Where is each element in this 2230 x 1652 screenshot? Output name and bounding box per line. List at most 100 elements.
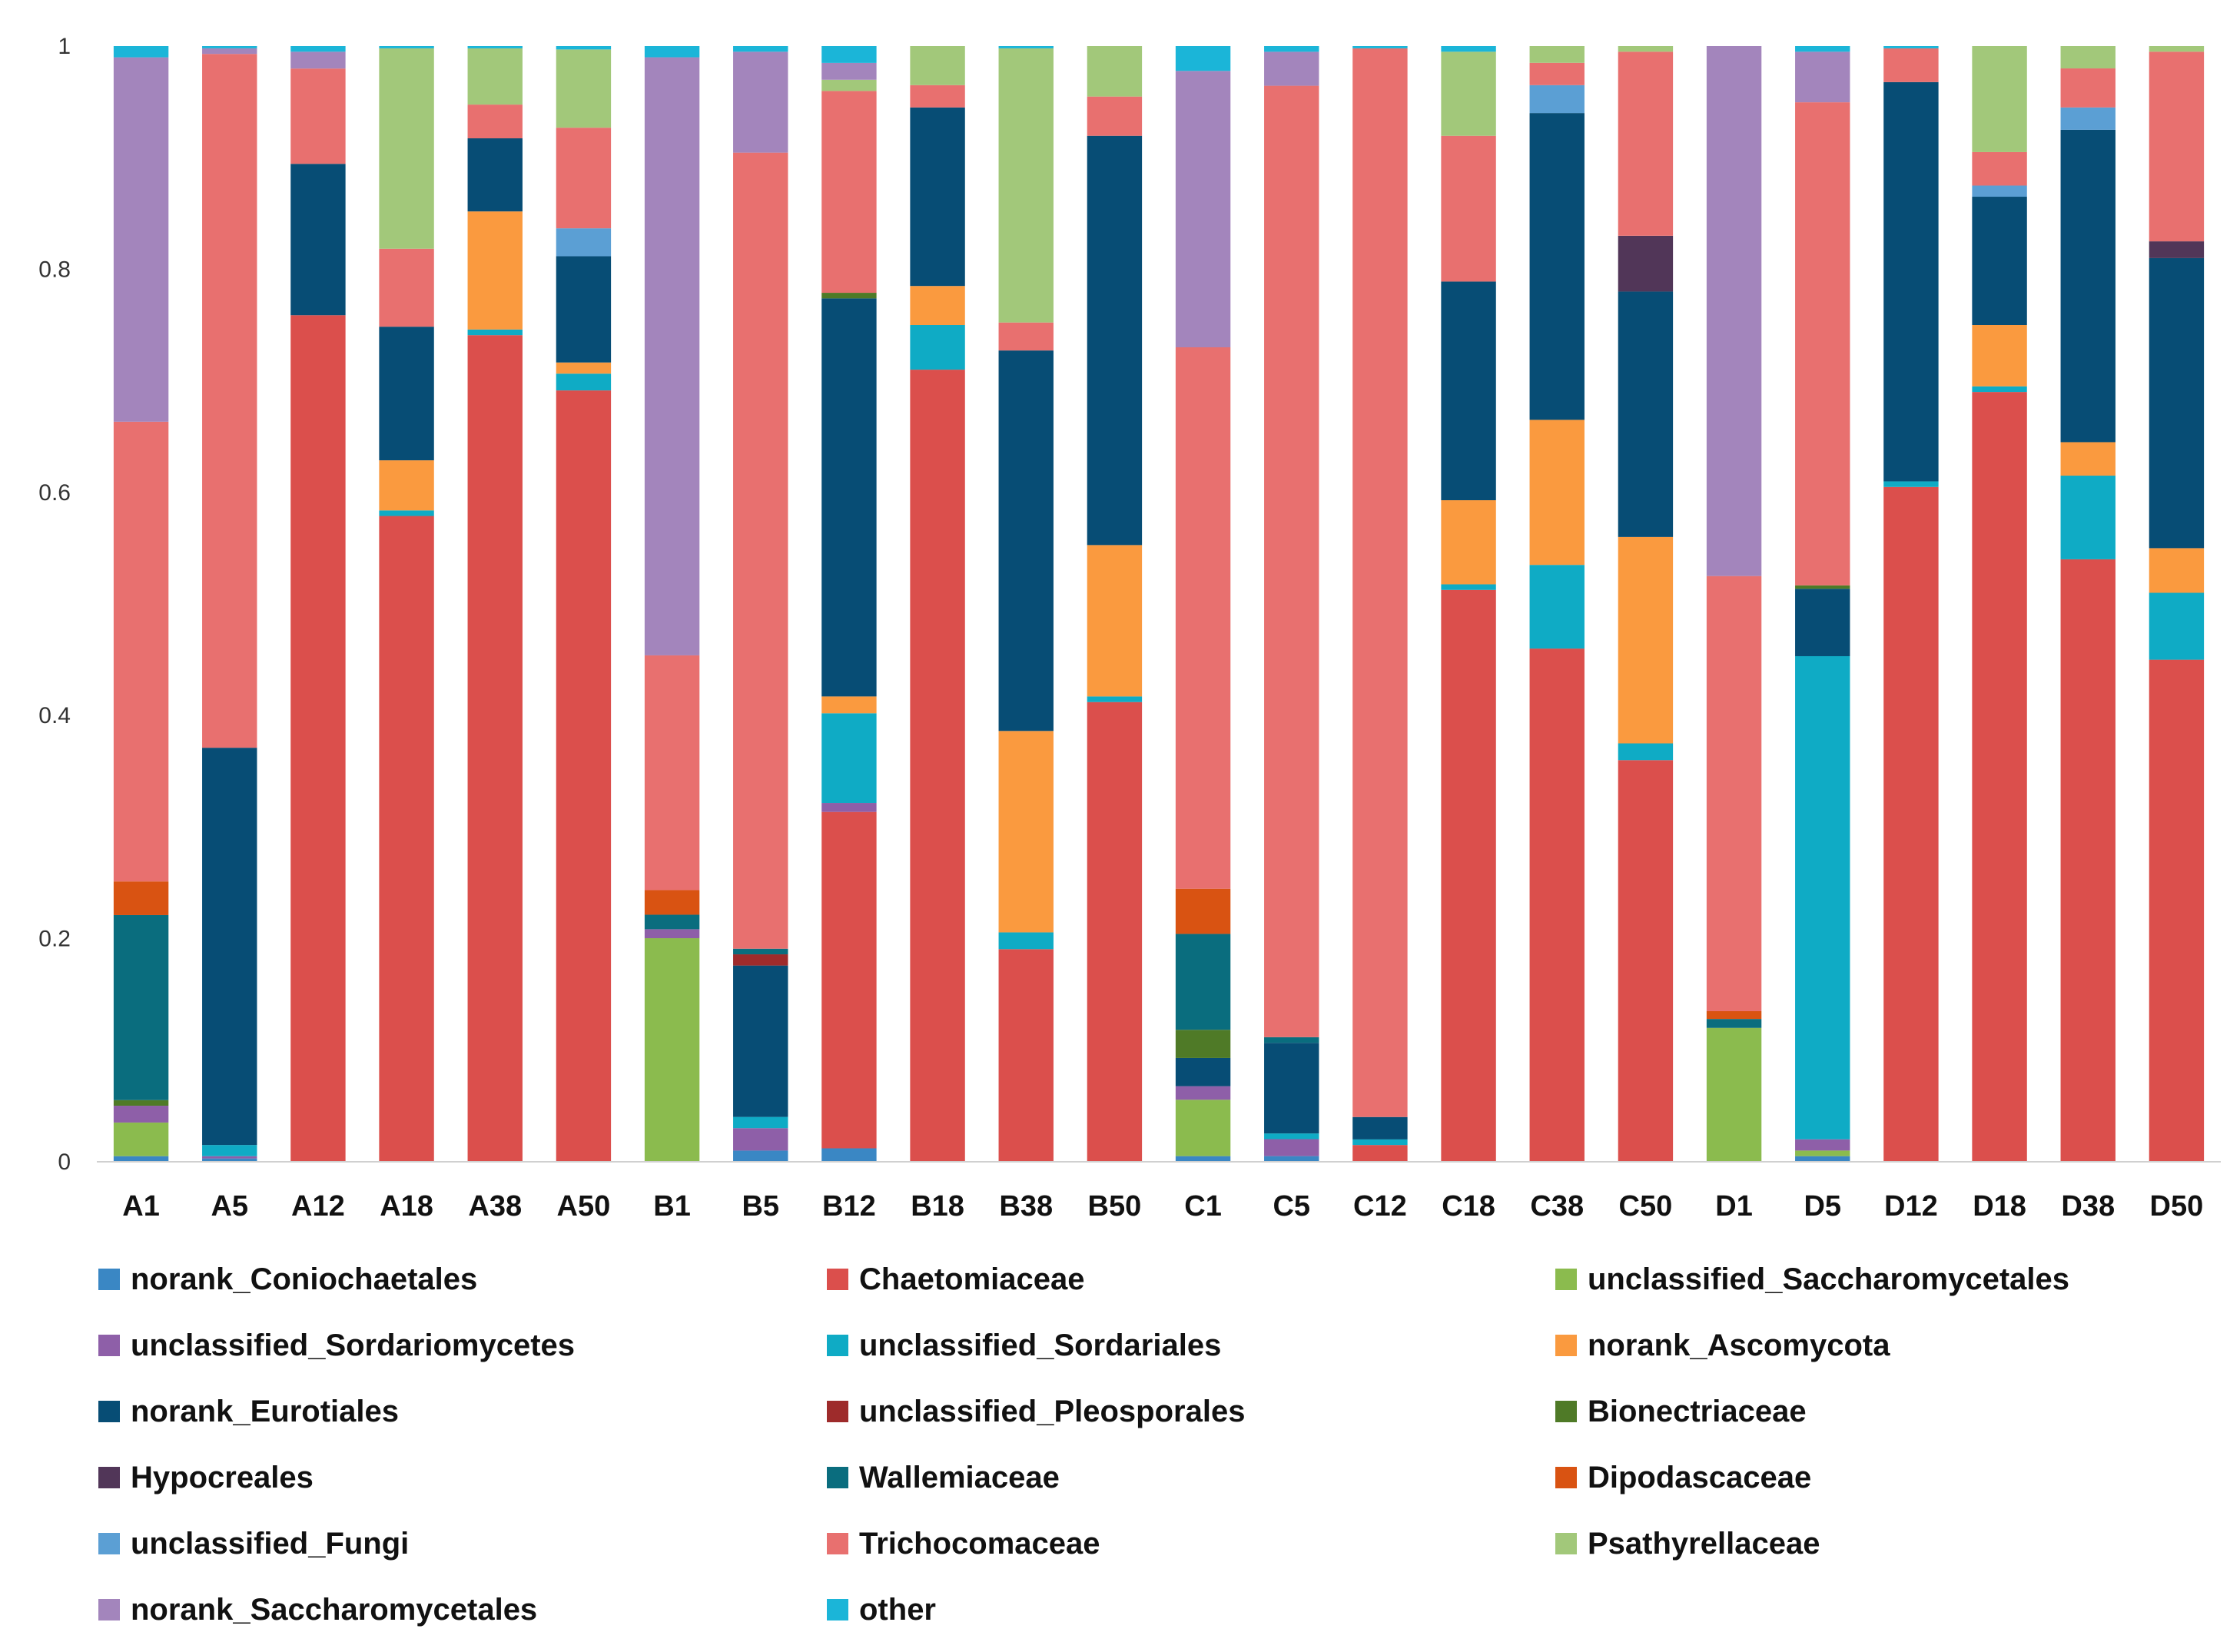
bar-segment-B1-other [644,46,700,58]
bar-segment-A1-Bionectriaceae [113,1100,169,1106]
bar-D5 [1795,46,1850,1162]
bar-segment-B18-norank_Eurotiales [910,107,965,287]
bar-segment-A5-unclassified_Sordariales [202,1145,257,1156]
bar-segment-D50-unclassified_Sordariales [2149,592,2205,660]
bar-segment-D18-unclassified_Fungi [1972,185,2027,197]
legend-item: unclassified_Saccharomycetales [1555,1246,2204,1312]
bar-segment-B1-unclassified_Sordariomycetes [644,929,700,939]
bar-segment-B5-Wallemiaceae [733,948,788,955]
x-tick-label: C18 [1442,1190,1495,1222]
bar-segment-B38-other [998,46,1054,48]
bar-segment-D5-norank_Eurotiales [1795,589,1850,656]
x-tick-label: D38 [2061,1190,2115,1222]
bar-segment-B5-Trichocomaceae [733,152,788,949]
legend-item: norank_Coniochaetales [98,1246,827,1312]
x-tick-label: A18 [380,1190,433,1222]
bar-segment-D50-norank_Eurotiales [2149,257,2205,549]
bar-segment-B12-Psathyrellaceae [821,79,877,91]
bars-layer [113,46,2205,1163]
x-tick-label: D1 [1715,1190,1753,1222]
bar-segment-C5-other [1264,46,1319,52]
bar-segment-C1-Trichocomaceae [1175,347,1231,889]
legend: norank_Coniochaetales Chaetomiaceae unclas… [98,1246,2204,1643]
bar-segment-D1-Wallemiaceae [1706,1019,1762,1028]
bar-segment-C38-unclassified_Fungi [1529,85,1585,114]
bar-segment-D5-Trichocomaceae [1795,102,1850,585]
bar-segment-B5-other [733,46,788,52]
bar-segment-C18-norank_Ascomycota [1441,500,1496,585]
bar-segment-A18-Chaetomiaceae [379,516,434,1162]
legend-label: norank_Eurotiales [131,1394,400,1428]
bar-segment-D5-unclassified_Sordariomycetes [1795,1139,1850,1151]
bar-segment-D18-Chaetomiaceae [1972,392,2027,1162]
legend-item: unclassified_Pleosporales [827,1378,1555,1445]
legend-label: unclassified_Fungi [131,1526,410,1561]
bar-segment-D12-Trichocomaceae [1883,48,1939,82]
bar-A38 [467,46,523,1162]
bar-segment-C1-unclassified_Saccharomycetales [1175,1100,1231,1156]
legend-swatch [1555,1269,1577,1290]
bar-segment-A50-norank_Ascomycota [556,362,612,374]
legend-label: unclassified_Saccharomycetales [1588,1262,2070,1296]
bar-segment-A18-norank_Eurotiales [379,327,434,461]
bar-B1 [644,46,700,1162]
x-tick-label: B1 [653,1190,691,1222]
bar-segment-A38-Trichocomaceae [467,104,523,139]
legend-swatch [98,1335,120,1356]
bar-segment-A1-unclassified_Sordariomycetes [113,1106,169,1123]
bar-segment-C50-unclassified_Sordariales [1618,743,1674,761]
x-tick-label: A5 [211,1190,248,1222]
bar-segment-D38-Chaetomiaceae [2060,559,2116,1162]
legend-item: norank_Eurotiales [98,1378,827,1445]
bar-segment-A38-norank_Eurotiales [467,138,523,212]
bar-segment-D18-norank_Ascomycota [1972,325,2027,386]
bar-A18 [379,46,434,1162]
legend-label: Dipodascaceae [1588,1460,1812,1494]
legend-item: unclassified_Sordariomycetes [98,1312,827,1378]
legend-item: other [827,1577,1555,1643]
x-tick-label: A12 [291,1190,345,1222]
bar-C38 [1529,46,1585,1162]
legend-label: unclassified_Pleosporales [859,1394,1246,1428]
legend-label: norank_Coniochaetales [131,1262,478,1296]
bar-D1 [1706,46,1762,1162]
bar-segment-B12-other [821,46,877,63]
bar-segment-B12-unclassified_Sordariales [821,713,877,804]
bar-segment-B18-Chaetomiaceae [910,370,965,1163]
bar-segment-C38-norank_Ascomycota [1529,420,1585,566]
bar-segment-C5-unclassified_Sordariomycetes [1264,1139,1319,1156]
bar-C5 [1264,46,1319,1162]
bar-segment-C1-norank_Saccharomycetales [1175,71,1231,348]
bar-segment-A18-unclassified_Sordariales [379,510,434,516]
legend-swatch [1555,1533,1577,1554]
bar-segment-B12-Chaetomiaceae [821,811,877,1149]
legend-item: Psathyrellaceae [1555,1511,2204,1577]
bar-segment-A1-Dipodascaceae [113,881,169,915]
bar-segment-B38-Chaetomiaceae [998,949,1054,1162]
bar-segment-C18-norank_Eurotiales [1441,281,1496,501]
legend-swatch [827,1269,848,1290]
bar-segment-A18-Trichocomaceae [379,248,434,327]
legend-item: Bionectriaceae [1555,1378,2204,1445]
bar-segment-A50-unclassified_Fungi [556,228,612,257]
bar-segment-B12-Trichocomaceae [821,91,877,294]
bar-C12 [1352,46,1408,1162]
bar-segment-B18-unclassified_Sordariales [910,325,965,370]
bar-segment-A12-other [290,46,346,52]
bar-segment-D5-other [1795,46,1850,52]
bar-segment-C12-norank_Eurotiales [1352,1116,1408,1139]
bar-segment-C1-norank_Coniochaetales [1175,1156,1231,1162]
bar-segment-A50-Trichocomaceae [556,128,612,229]
bar-segment-B12-norank_Coniochaetales [821,1148,877,1162]
x-tick-label: D50 [2150,1190,2204,1222]
bar-segment-A1-unclassified_Saccharomycetales [113,1122,169,1156]
legend-item: unclassified_Sordariales [827,1312,1555,1378]
bar-segment-C38-Trichocomaceae [1529,62,1585,85]
legend-swatch [827,1401,848,1422]
bar-D18 [1972,46,2027,1162]
bar-segment-C50-norank_Ascomycota [1618,536,1674,744]
bar-segment-D38-unclassified_Fungi [2060,107,2116,130]
bar-segment-A50-norank_Eurotiales [556,256,612,363]
bar-segment-A5-other [202,46,257,48]
bar-segment-C38-unclassified_Sordariales [1529,565,1585,649]
